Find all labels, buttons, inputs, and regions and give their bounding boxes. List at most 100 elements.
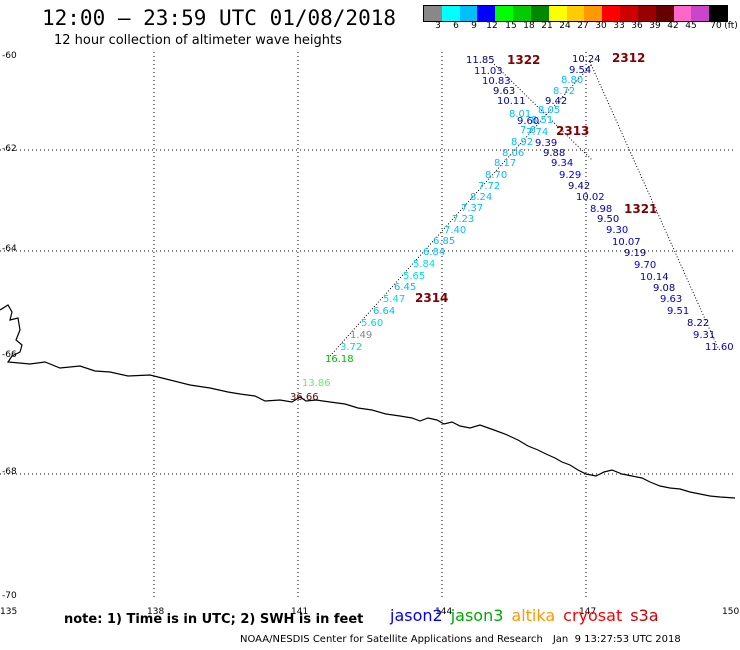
legend-tick-label: 42 bbox=[667, 21, 679, 31]
legend-swatch bbox=[441, 6, 460, 21]
wave-height-value: 9.19 bbox=[624, 248, 646, 259]
credit-line: NOAA/NESDIS Center for Satellite Applica… bbox=[240, 634, 681, 645]
legend-swatch bbox=[620, 6, 638, 21]
longitude-label: 135 bbox=[0, 607, 17, 617]
wave-height-value: 10.83 bbox=[482, 76, 511, 87]
legend-swatch bbox=[637, 6, 656, 21]
mission-jason3: jason3 bbox=[450, 606, 504, 625]
wave-height-value: 16.18 bbox=[325, 354, 354, 365]
wave-height-value: 7.72 bbox=[478, 181, 500, 192]
legend-tick-label: 33 bbox=[613, 21, 625, 31]
wave-height-value: 9.39 bbox=[535, 138, 557, 149]
longitude-label: 144 bbox=[435, 607, 452, 617]
wave-height-value: 9.63 bbox=[660, 294, 682, 305]
pass-number-1321: 1321 bbox=[624, 202, 657, 216]
longitude-label: 147 bbox=[579, 607, 596, 617]
legend-tick-label: 15 bbox=[505, 21, 517, 31]
mission-legend: jason2 jason3 altika cryosat s3a bbox=[390, 606, 667, 625]
pass-number-2313: 2313 bbox=[556, 124, 589, 138]
wave-height-value: 8.98 bbox=[590, 204, 612, 215]
pass-number-1322: 1322 bbox=[507, 53, 540, 67]
wave-height-value: 3.72 bbox=[340, 342, 362, 353]
legend-tick-label: 30 bbox=[595, 21, 607, 31]
wave-height-value: 9.50 bbox=[597, 214, 619, 225]
wave-height-labels: 11.8511.0310.839.6310.119.399.889.349.29… bbox=[290, 54, 734, 403]
wave-height-value: 7.37 bbox=[461, 203, 483, 214]
color-legend bbox=[423, 5, 728, 22]
wave-height-value: 9.42 bbox=[545, 96, 567, 107]
map-subtitle: 12 hour collection of altimeter wave hei… bbox=[54, 33, 342, 48]
legend-swatch bbox=[584, 6, 603, 21]
credit-text: NOAA/NESDIS Center for Satellite Applica… bbox=[240, 634, 543, 645]
wave-height-value: 9.88 bbox=[543, 148, 565, 159]
latitude-label: -68 bbox=[2, 467, 17, 477]
axis-labels: -60 -62 -64 -66 -68 -70 135 138 141 144 147 150 bbox=[0, 51, 739, 617]
mission-cryosat: cryosat bbox=[563, 606, 623, 625]
wave-height-value: 9.70 bbox=[634, 260, 656, 271]
pass-number-2314: 2314 bbox=[415, 291, 448, 305]
legend-swatch bbox=[459, 6, 478, 21]
map-title: 12:00 – 23:59 UTC 01/08/2018 bbox=[42, 6, 397, 30]
wave-height-value: 6.84 bbox=[423, 247, 445, 258]
wave-height-value: 5.65 bbox=[403, 271, 425, 282]
latitude-label: -64 bbox=[2, 244, 17, 254]
footer-note: note: 1) Time is in UTC; 2) SWH is in fe… bbox=[64, 612, 364, 627]
legend-swatch bbox=[548, 6, 567, 21]
wave-height-value: 9.29 bbox=[559, 170, 581, 181]
legend-tick-label: 36 bbox=[631, 21, 643, 31]
legend-tick-label: 45 bbox=[685, 21, 697, 31]
longitude-label: 138 bbox=[147, 607, 164, 617]
legend-swatch bbox=[602, 6, 621, 21]
wave-height-value: 8.17 bbox=[494, 158, 516, 169]
legend-tick-label: 24 bbox=[559, 21, 571, 31]
wave-height-value: 9.54 bbox=[569, 65, 591, 76]
legend-swatch bbox=[673, 6, 692, 21]
wave-height-value: 9.08 bbox=[653, 283, 675, 294]
legend-tick-label: 9 bbox=[471, 21, 477, 31]
pass-number-2312: 2312 bbox=[612, 51, 645, 65]
wave-height-value: 5.47 bbox=[383, 294, 405, 305]
wave-height-value: 9.30 bbox=[606, 225, 628, 236]
wave-height-value: 5.84 bbox=[413, 259, 435, 270]
track-lines bbox=[329, 61, 719, 357]
longitude-label: 150 bbox=[722, 607, 739, 617]
timestamp: Jan 9 13:27:53 UTC 2018 bbox=[552, 634, 681, 645]
coastline bbox=[0, 304, 736, 499]
wave-height-value: 6.85 bbox=[433, 236, 455, 247]
legend-swatch bbox=[655, 6, 674, 21]
legend-swatch bbox=[709, 6, 728, 21]
wave-height-value: 6.64 bbox=[373, 306, 395, 317]
wave-height-value: 10.14 bbox=[640, 272, 669, 283]
wave-height-value: 5.60 bbox=[361, 318, 383, 329]
wave-height-value: 8.92 bbox=[511, 137, 533, 148]
legend-unit: (ft) bbox=[724, 21, 738, 31]
wave-height-value: 7.74 bbox=[526, 127, 548, 138]
wave-height-value: 7.6 bbox=[520, 125, 536, 136]
color-legend-labels: 3 6 9 12 15 18 21 24 27 30 33 36 39 42 45 70 (ft) bbox=[420, 21, 740, 35]
wave-height-value: 13.86 bbox=[302, 378, 331, 389]
mission-jason2: jason2 bbox=[390, 606, 443, 625]
wave-height-value: 8.51 bbox=[531, 115, 553, 126]
wave-height-value: 9.51 bbox=[667, 306, 689, 317]
legend-swatch bbox=[424, 6, 442, 21]
track-line bbox=[589, 61, 719, 349]
wave-height-value: 8.72 bbox=[553, 86, 575, 97]
legend-tick-label: 70 bbox=[710, 21, 722, 31]
mission-altika: altika bbox=[511, 606, 556, 625]
legend-swatch bbox=[566, 6, 585, 21]
longitude-label: 141 bbox=[291, 607, 308, 617]
legend-swatch bbox=[513, 6, 531, 21]
wave-height-value: 9.63 bbox=[493, 86, 515, 97]
wave-height-value: 9.31 bbox=[693, 330, 715, 341]
wave-height-value: 8.22 bbox=[687, 318, 709, 329]
wave-height-value: 6.45 bbox=[394, 282, 416, 293]
wave-height-value: 1.49 bbox=[350, 330, 372, 341]
legend-tick-label: 3 bbox=[435, 21, 441, 31]
wave-height-value: 10.24 bbox=[572, 54, 601, 65]
wave-height-value: 8.24 bbox=[470, 192, 492, 203]
mission-s3a: s3a bbox=[630, 606, 659, 625]
latitude-label: -62 bbox=[2, 144, 17, 154]
wave-height-value: 10.07 bbox=[612, 237, 641, 248]
wave-height-value: 10.11 bbox=[497, 96, 526, 107]
pass-number-labels: 2312 2313 2314 1322 1321 bbox=[415, 51, 657, 305]
